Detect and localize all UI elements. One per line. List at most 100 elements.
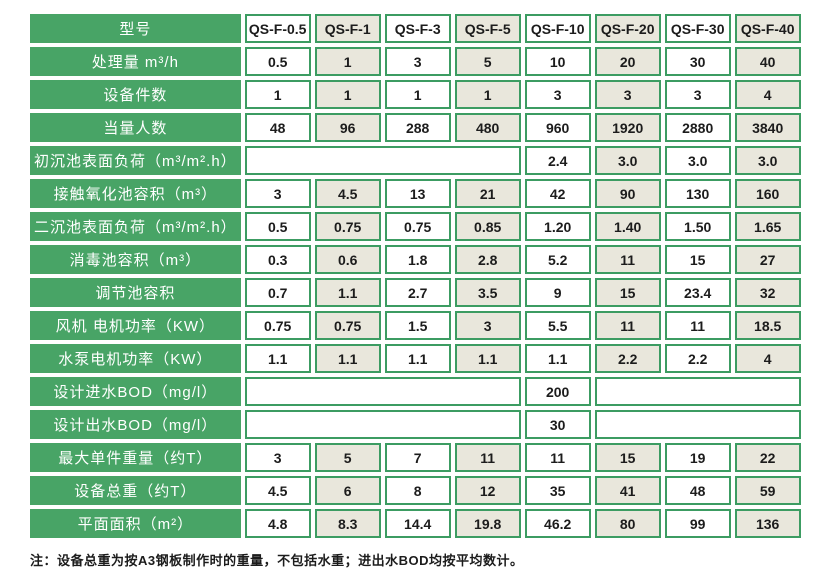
- value-cell: 15: [594, 278, 661, 307]
- value-cell: 3: [384, 47, 451, 76]
- value-cell: 130: [664, 179, 731, 208]
- row-label: 调节池容积: [30, 278, 241, 307]
- table-row: 设备总重（约T） 4.5 6 8 12 35 41 48 59: [30, 476, 801, 505]
- value-cell: 1: [384, 80, 451, 109]
- value-cell: 6: [314, 476, 381, 505]
- spec-table-body: 型号 QS-F-0.5 QS-F-1 QS-F-3 QS-F-5 QS-F-10 QS-F-…: [30, 14, 801, 538]
- table-row: 最大单件重量（约T） 3 5 7 11 11 15 19 22: [30, 443, 801, 472]
- value-cell: 30: [524, 410, 591, 439]
- column-header: QS-F-3: [384, 14, 451, 43]
- value-cell: 960: [524, 113, 591, 142]
- value-cell: 3: [664, 80, 731, 109]
- value-cell: 3: [244, 179, 311, 208]
- value-cell: 46.2: [524, 509, 591, 538]
- value-cell: 11: [454, 443, 521, 472]
- column-header: QS-F-0.5: [244, 14, 311, 43]
- row-label: 最大单件重量（约T）: [30, 443, 241, 472]
- value-cell: 42: [524, 179, 591, 208]
- value-cell: 0.3: [244, 245, 311, 274]
- value-cell: 59: [734, 476, 801, 505]
- empty-cell: [594, 410, 801, 439]
- value-cell: 0.5: [244, 47, 311, 76]
- value-cell: 3840: [734, 113, 801, 142]
- table-row: 二沉池表面负荷（m³/m².h） 0.5 0.75 0.75 0.85 1.20 1.40 1…: [30, 212, 801, 241]
- value-cell: 2.7: [384, 278, 451, 307]
- row-label: 消毒池容积（m³）: [30, 245, 241, 274]
- table-row: 接触氧化池容积（m³） 3 4.5 13 21 42 90 130 160: [30, 179, 801, 208]
- value-cell: 7: [384, 443, 451, 472]
- value-cell: 3.5: [454, 278, 521, 307]
- model-label: 型号: [30, 14, 241, 43]
- row-label: 二沉池表面负荷（m³/m².h）: [30, 212, 241, 241]
- value-cell: 136: [734, 509, 801, 538]
- value-cell: 5.2: [524, 245, 591, 274]
- value-cell: 3: [454, 311, 521, 340]
- value-cell: 3: [244, 443, 311, 472]
- column-header: QS-F-40: [734, 14, 801, 43]
- value-cell: 11: [594, 311, 661, 340]
- row-label: 接触氧化池容积（m³）: [30, 179, 241, 208]
- value-cell: 1: [454, 80, 521, 109]
- row-label: 平面面积（m²）: [30, 509, 241, 538]
- value-cell: 12: [454, 476, 521, 505]
- value-cell: 1.5: [384, 311, 451, 340]
- value-cell: 41: [594, 476, 661, 505]
- value-cell: 4: [734, 80, 801, 109]
- column-header: QS-F-30: [664, 14, 731, 43]
- value-cell: 1.1: [524, 344, 591, 373]
- table-row: 初沉池表面负荷（m³/m².h） 2.4 3.0 3.0 3.0: [30, 146, 801, 175]
- table-row: 消毒池容积（m³） 0.3 0.6 1.8 2.8 5.2 11 15 27: [30, 245, 801, 274]
- value-cell: 4.5: [244, 476, 311, 505]
- value-cell: 30: [664, 47, 731, 76]
- value-cell: 3.0: [734, 146, 801, 175]
- empty-cell: [244, 146, 521, 175]
- value-cell: 20: [594, 47, 661, 76]
- value-cell: 0.75: [314, 212, 381, 241]
- value-cell: 3: [524, 80, 591, 109]
- value-cell: 8.3: [314, 509, 381, 538]
- value-cell: 1.8: [384, 245, 451, 274]
- value-cell: 1: [314, 80, 381, 109]
- value-cell: 4.8: [244, 509, 311, 538]
- value-cell: 5.5: [524, 311, 591, 340]
- value-cell: 0.5: [244, 212, 311, 241]
- value-cell: 3: [594, 80, 661, 109]
- table-row: 调节池容积 0.7 1.1 2.7 3.5 9 15 23.4 32: [30, 278, 801, 307]
- value-cell: 200: [524, 377, 591, 406]
- value-cell: 19.8: [454, 509, 521, 538]
- table-row: 当量人数 48 96 288 480 960 1920 2880 3840: [30, 113, 801, 142]
- value-cell: 99: [664, 509, 731, 538]
- value-cell: 0.85: [454, 212, 521, 241]
- value-cell: 4: [734, 344, 801, 373]
- value-cell: 22: [734, 443, 801, 472]
- value-cell: 2.2: [664, 344, 731, 373]
- value-cell: 288: [384, 113, 451, 142]
- value-cell: 0.6: [314, 245, 381, 274]
- column-header: QS-F-20: [594, 14, 661, 43]
- row-label: 设计进水BOD（mg/l）: [30, 377, 241, 406]
- spec-table: 型号 QS-F-0.5 QS-F-1 QS-F-3 QS-F-5 QS-F-10 QS-F-…: [26, 10, 805, 542]
- value-cell: 48: [664, 476, 731, 505]
- row-label: 处理量 m³/h: [30, 47, 241, 76]
- value-cell: 3.0: [594, 146, 661, 175]
- header-row: 型号 QS-F-0.5 QS-F-1 QS-F-3 QS-F-5 QS-F-10 QS-F-…: [30, 14, 801, 43]
- value-cell: 19: [664, 443, 731, 472]
- value-cell: 1: [244, 80, 311, 109]
- row-label: 当量人数: [30, 113, 241, 142]
- value-cell: 2.8: [454, 245, 521, 274]
- value-cell: 13: [384, 179, 451, 208]
- row-label: 水泵电机功率（KW）: [30, 344, 241, 373]
- value-cell: 1.20: [524, 212, 591, 241]
- table-row: 处理量 m³/h 0.5 1 3 5 10 20 30 40: [30, 47, 801, 76]
- value-cell: 40: [734, 47, 801, 76]
- value-cell: 1.1: [314, 344, 381, 373]
- value-cell: 1920: [594, 113, 661, 142]
- value-cell: 5: [314, 443, 381, 472]
- value-cell: 1.40: [594, 212, 661, 241]
- value-cell: 11: [664, 311, 731, 340]
- row-label: 设备件数: [30, 80, 241, 109]
- value-cell: 1.50: [664, 212, 731, 241]
- row-label: 风机 电机功率（KW）: [30, 311, 241, 340]
- value-cell: 21: [454, 179, 521, 208]
